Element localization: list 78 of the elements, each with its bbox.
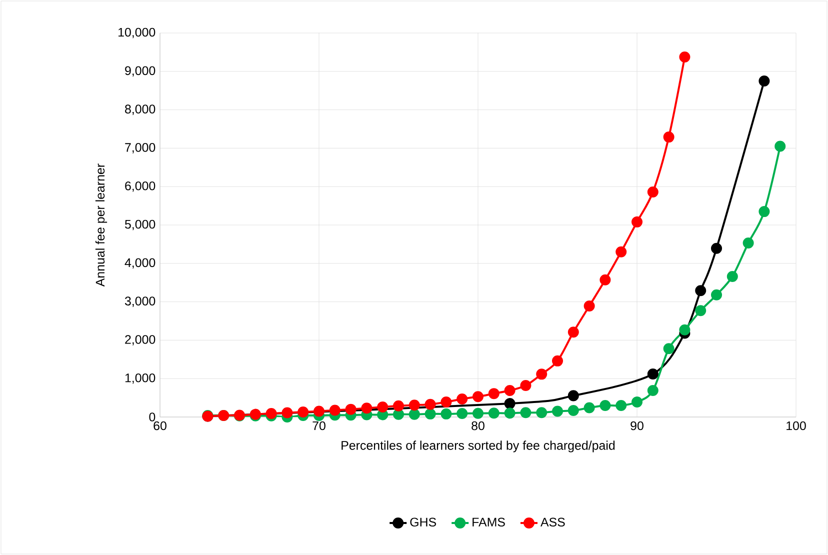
point xyxy=(472,391,484,402)
legend-label: FAMS xyxy=(472,518,505,527)
y-tick-label: 4,000 xyxy=(124,258,156,269)
point xyxy=(600,400,611,411)
point xyxy=(424,408,436,420)
y-tick-label: 9,000 xyxy=(125,66,156,77)
point xyxy=(440,396,452,408)
point xyxy=(616,246,627,258)
point xyxy=(361,402,372,414)
point xyxy=(393,400,404,412)
point xyxy=(552,406,564,417)
point xyxy=(695,285,706,296)
point xyxy=(504,385,516,396)
point xyxy=(584,300,595,312)
point xyxy=(774,140,786,152)
point xyxy=(520,380,532,392)
point xyxy=(472,408,484,419)
x-tick-label: 60 xyxy=(154,421,166,430)
point xyxy=(552,355,564,366)
y-tick-label: 2,000 xyxy=(125,335,156,346)
point xyxy=(742,238,754,249)
point xyxy=(568,404,579,416)
point xyxy=(345,404,356,415)
point xyxy=(504,398,516,410)
point xyxy=(314,406,325,417)
point xyxy=(647,186,658,198)
point xyxy=(584,402,595,414)
y-tick-label: 7,000 xyxy=(125,143,156,154)
point xyxy=(758,206,770,218)
point xyxy=(663,343,674,354)
x-axis-title: Percentiles of learners sorted by fee charged/paid xyxy=(342,440,615,452)
point xyxy=(726,270,738,282)
y-tick-label: 5,000 xyxy=(124,220,156,230)
point xyxy=(536,407,548,418)
point xyxy=(408,400,420,411)
point xyxy=(440,408,452,420)
y-tick-label: 1,000 xyxy=(125,373,156,384)
point xyxy=(424,398,436,410)
point xyxy=(616,400,627,411)
point xyxy=(520,407,532,418)
point xyxy=(663,132,674,143)
point xyxy=(504,408,516,419)
point xyxy=(711,289,722,300)
x-tick-label: 90 xyxy=(630,421,644,430)
point xyxy=(408,408,420,420)
point xyxy=(679,324,690,336)
x-tick-label: 70 xyxy=(312,421,326,430)
point xyxy=(282,407,293,418)
point xyxy=(298,406,309,418)
point xyxy=(711,242,722,254)
point xyxy=(329,404,340,416)
y-tick-label: 3,000 xyxy=(124,296,156,307)
point xyxy=(456,393,468,404)
point xyxy=(377,402,388,413)
x-tick-label: 100 xyxy=(786,421,806,430)
point xyxy=(488,388,500,400)
point xyxy=(536,368,548,380)
point xyxy=(632,396,643,408)
y-tick-label: 6,000 xyxy=(125,181,156,192)
y-tick-label: 10,000 xyxy=(118,28,156,38)
y-axis-title: Annual fee per learner xyxy=(95,164,108,287)
y-tick-label: 0 xyxy=(149,412,156,422)
point xyxy=(679,51,690,62)
point xyxy=(600,274,611,286)
point xyxy=(488,408,500,419)
x-tick-label: 80 xyxy=(472,421,484,430)
legend-label: ASS xyxy=(540,518,565,527)
point xyxy=(393,408,404,420)
point xyxy=(456,408,468,420)
point xyxy=(647,368,658,380)
point xyxy=(695,305,706,316)
point xyxy=(568,390,579,402)
y-tick-label: 8,000 xyxy=(125,104,156,115)
point xyxy=(647,385,658,396)
point xyxy=(568,326,579,338)
legend-label: GHS xyxy=(410,518,436,527)
point xyxy=(758,75,770,86)
point xyxy=(632,216,643,228)
